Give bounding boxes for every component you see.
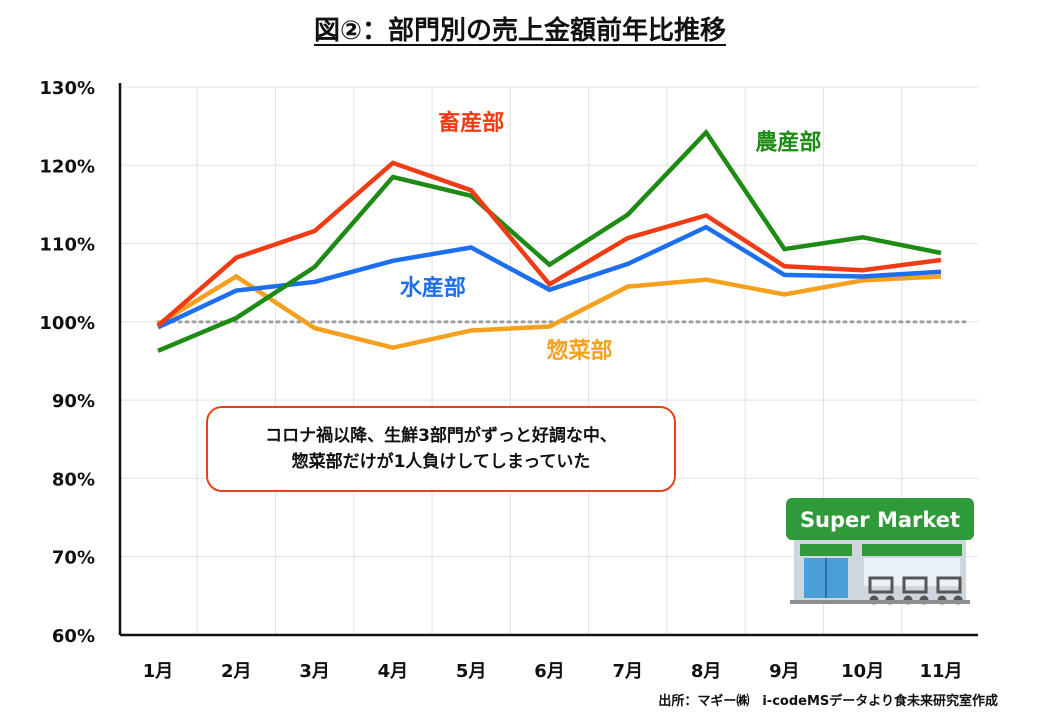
y-tick-label: 130% <box>39 78 95 99</box>
source-note: 出所：マギー㈱ i-codeMSデータより食未来研究室作成 <box>658 694 998 709</box>
x-tick-label: 9月 <box>769 661 800 682</box>
y-tick-labels: 60% 70% 80% 90% 100% 110% 120% 130% <box>39 78 95 647</box>
series-label-nousan: 農産部 <box>755 130 821 156</box>
store-awning-left <box>800 544 852 556</box>
y-tick-label: 120% <box>39 156 95 177</box>
x-tick-labels: 1月 2月 3月 4月 5月 6月 7月 8月 9月 10月 11月 <box>143 661 963 682</box>
series-line-nousan <box>157 128 942 353</box>
series-lines <box>156 128 942 353</box>
x-tick-label: 7月 <box>613 661 644 682</box>
x-tick-label: 5月 <box>456 661 487 682</box>
x-tick-label: 2月 <box>221 661 252 682</box>
chart-title-text: 図②：部門別の売上金額前年比推移 <box>313 16 726 46</box>
store-base <box>790 600 970 604</box>
x-tick-label: 8月 <box>691 661 722 682</box>
y-tick-label: 100% <box>39 313 95 334</box>
store-window <box>864 558 960 586</box>
series-line-chikusan <box>156 160 942 328</box>
x-tick-label: 6月 <box>534 661 565 682</box>
y-tick-label: 70% <box>52 548 95 569</box>
x-tick-label: 1月 <box>143 661 174 682</box>
series-label-chikusan: 畜産部 <box>438 110 504 136</box>
store-sign-text: Super Market <box>800 508 960 532</box>
x-tick-label: 11月 <box>919 661 962 682</box>
annotation-line-1: コロナ禍以降、生鮮3部門がずっと好調な中、 <box>265 426 617 446</box>
supermarket-store-icon: Super Market <box>786 498 974 605</box>
y-tick-label: 110% <box>39 235 95 256</box>
store-awning-right <box>862 544 962 556</box>
series-label-souzai: 惣菜部 <box>546 338 612 364</box>
series-line-souzai <box>156 273 942 351</box>
y-tick-label: 60% <box>52 626 95 647</box>
axes <box>118 83 978 637</box>
series-label-suisan: 水産部 <box>400 275 466 301</box>
annotation-line-2: 惣菜部だけが1人負けしてしまっていた <box>291 452 591 472</box>
x-tick-label: 4月 <box>378 661 409 682</box>
annotation-box: コロナ禍以降、生鮮3部門がずっと好調な中、 惣菜部だけが1人負けしてしまっていた <box>206 406 676 492</box>
chart-title: 図②：部門別の売上金額前年比推移 <box>0 10 1040 47</box>
y-tick-label: 80% <box>52 469 95 490</box>
x-tick-label: 10月 <box>841 661 884 682</box>
store-sign-board <box>786 498 974 540</box>
y-tick-label: 90% <box>52 391 95 412</box>
x-tick-label: 3月 <box>299 661 330 682</box>
